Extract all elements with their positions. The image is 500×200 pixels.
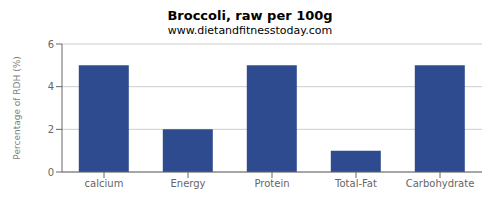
svg-text:Carbohydrate: Carbohydrate xyxy=(406,178,475,189)
svg-text:Protein: Protein xyxy=(254,178,289,189)
svg-text:Total-Fat: Total-Fat xyxy=(334,178,377,189)
svg-text:6: 6 xyxy=(48,39,54,50)
svg-text:calcium: calcium xyxy=(85,178,124,189)
svg-text:0: 0 xyxy=(48,167,54,178)
svg-text:2: 2 xyxy=(48,124,54,135)
html-text:www.dietandfitnesstoday.com: www.dietandfitnesstoday.com xyxy=(167,24,333,37)
svg-text:4: 4 xyxy=(48,81,54,92)
svg-text:Energy: Energy xyxy=(170,178,205,189)
svg-text:Percentage of RDH (%): Percentage of RDH (%) xyxy=(12,56,22,159)
html-text:Broccoli, raw per 100g: Broccoli, raw per 100g xyxy=(167,8,333,23)
